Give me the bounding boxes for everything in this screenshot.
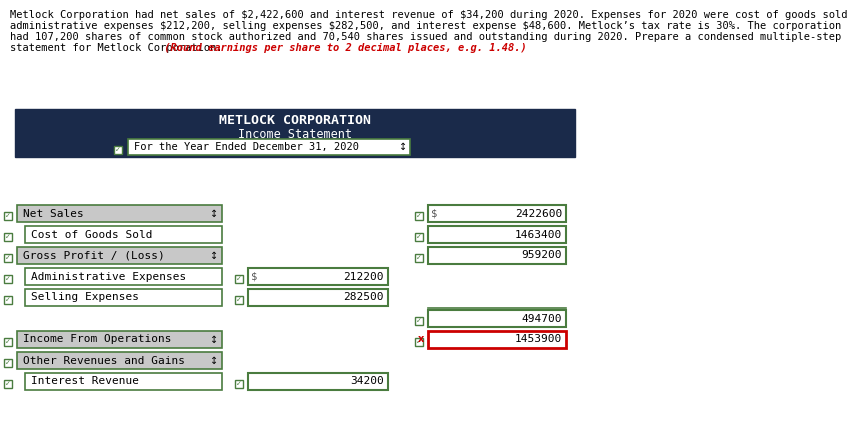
Text: Metlock Corporation had net sales of $2,422,600 and interest revenue of $34,200 : Metlock Corporation had net sales of $2,… <box>10 10 848 20</box>
Text: administrative expenses $212,200, selling expenses $282,500, and interest expens: administrative expenses $212,200, sellin… <box>10 21 841 31</box>
FancyBboxPatch shape <box>17 352 222 369</box>
FancyBboxPatch shape <box>428 310 566 327</box>
Text: ✓: ✓ <box>236 276 242 282</box>
FancyBboxPatch shape <box>4 212 12 220</box>
Text: ✓: ✓ <box>416 318 422 324</box>
Text: ↕: ↕ <box>210 355 218 366</box>
FancyBboxPatch shape <box>248 373 388 390</box>
FancyBboxPatch shape <box>248 289 388 306</box>
Text: ✓: ✓ <box>416 255 422 261</box>
Text: 1463400: 1463400 <box>515 230 562 240</box>
FancyBboxPatch shape <box>428 226 566 243</box>
FancyBboxPatch shape <box>4 233 12 241</box>
Text: ✓: ✓ <box>5 297 11 303</box>
Text: 212200: 212200 <box>343 272 384 281</box>
Text: ↕: ↕ <box>210 334 218 345</box>
Text: 2422600: 2422600 <box>515 209 562 218</box>
Text: Selling Expenses: Selling Expenses <box>31 292 139 303</box>
Text: Other Revenues and Gains: Other Revenues and Gains <box>23 355 185 366</box>
Text: 494700: 494700 <box>522 314 562 323</box>
FancyBboxPatch shape <box>25 268 222 285</box>
FancyBboxPatch shape <box>428 205 566 222</box>
Text: ✓: ✓ <box>5 234 11 240</box>
FancyBboxPatch shape <box>4 296 12 304</box>
Text: $: $ <box>251 272 257 281</box>
FancyBboxPatch shape <box>4 359 12 367</box>
Text: ✓: ✓ <box>5 381 11 387</box>
FancyBboxPatch shape <box>4 275 12 283</box>
Text: For the Year Ended December 31, 2020: For the Year Ended December 31, 2020 <box>134 142 359 152</box>
FancyBboxPatch shape <box>128 139 410 155</box>
FancyBboxPatch shape <box>4 338 12 346</box>
Text: ✓: ✓ <box>5 339 11 345</box>
FancyBboxPatch shape <box>25 289 222 306</box>
Text: ↕: ↕ <box>210 250 218 261</box>
Text: 959200: 959200 <box>522 250 562 261</box>
Text: ↕: ↕ <box>210 209 218 218</box>
Text: x: x <box>418 334 424 345</box>
Text: ✓: ✓ <box>416 234 422 240</box>
Text: 34200: 34200 <box>350 377 384 386</box>
FancyBboxPatch shape <box>4 254 12 262</box>
Text: Income Statement: Income Statement <box>238 128 352 141</box>
FancyBboxPatch shape <box>15 109 575 157</box>
FancyBboxPatch shape <box>17 205 222 222</box>
Text: Gross Profit / (Loss): Gross Profit / (Loss) <box>23 250 165 261</box>
Text: statement for Metlock Corporation.: statement for Metlock Corporation. <box>10 43 222 53</box>
Text: ↕: ↕ <box>399 142 407 152</box>
Text: ✓: ✓ <box>115 147 121 153</box>
Text: had 107,200 shares of common stock authorized and 70,540 shares issued and outst: had 107,200 shares of common stock autho… <box>10 32 848 42</box>
FancyBboxPatch shape <box>235 296 243 304</box>
FancyBboxPatch shape <box>415 254 423 262</box>
FancyBboxPatch shape <box>4 380 12 388</box>
Text: ✓: ✓ <box>5 213 11 219</box>
FancyBboxPatch shape <box>25 373 222 390</box>
Text: ✓: ✓ <box>236 381 242 387</box>
FancyBboxPatch shape <box>428 331 566 348</box>
Text: (Round earnings per share to 2 decimal places, e.g. 1.48.): (Round earnings per share to 2 decimal p… <box>158 43 527 53</box>
FancyBboxPatch shape <box>248 268 388 285</box>
FancyBboxPatch shape <box>114 146 122 154</box>
Text: Income From Operations: Income From Operations <box>23 334 171 345</box>
FancyBboxPatch shape <box>17 247 222 264</box>
FancyBboxPatch shape <box>235 275 243 283</box>
Text: Administrative Expenses: Administrative Expenses <box>31 272 187 281</box>
Text: Interest Revenue: Interest Revenue <box>31 377 139 386</box>
FancyBboxPatch shape <box>235 380 243 388</box>
Text: ✓: ✓ <box>5 276 11 282</box>
Text: Cost of Goods Sold: Cost of Goods Sold <box>31 230 153 240</box>
FancyBboxPatch shape <box>415 212 423 220</box>
FancyBboxPatch shape <box>17 331 222 348</box>
Text: 282500: 282500 <box>343 292 384 303</box>
Text: ✓: ✓ <box>416 339 422 345</box>
Text: 1453900: 1453900 <box>515 334 562 345</box>
Text: METLOCK CORPORATION: METLOCK CORPORATION <box>219 113 371 127</box>
FancyBboxPatch shape <box>25 226 222 243</box>
Text: ✓: ✓ <box>236 297 242 303</box>
FancyBboxPatch shape <box>415 233 423 241</box>
Text: ✓: ✓ <box>416 213 422 219</box>
FancyBboxPatch shape <box>415 317 423 325</box>
Text: ✓: ✓ <box>5 360 11 366</box>
FancyBboxPatch shape <box>428 247 566 264</box>
FancyBboxPatch shape <box>415 338 423 346</box>
Text: Net Sales: Net Sales <box>23 209 84 218</box>
Text: $: $ <box>431 209 438 218</box>
Text: ✓: ✓ <box>5 255 11 261</box>
